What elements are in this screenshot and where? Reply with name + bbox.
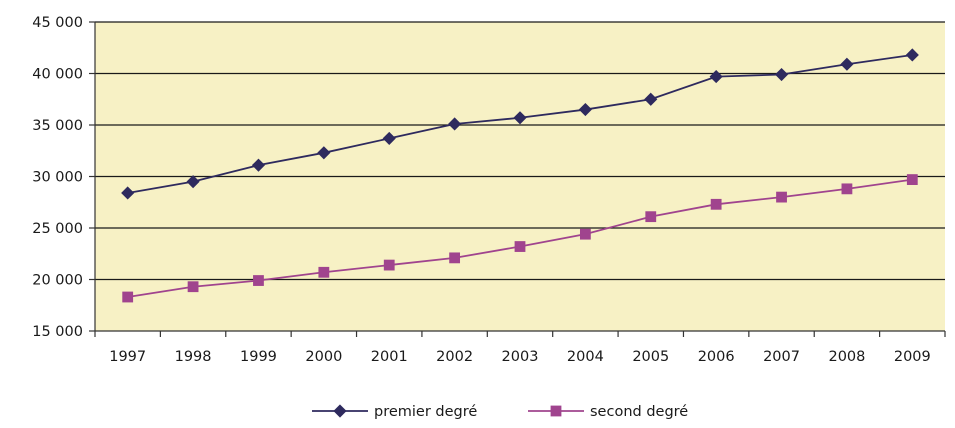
axes: 15 000 20 000 25 000 30 000 35 000 40 000 45 0…	[32, 15, 946, 365]
x-tick-label: 2009	[894, 349, 931, 365]
data-point-marker	[841, 183, 853, 195]
y-tick-label: 15 000	[32, 324, 83, 340]
data-point-marker	[187, 281, 199, 293]
data-point-marker	[513, 111, 527, 125]
legend-label: premier degré	[374, 404, 477, 420]
gridlines	[95, 21, 945, 281]
y-tick-label: 40 000	[32, 67, 83, 83]
x-tick-label: 2000	[305, 349, 342, 365]
data-point-marker	[449, 252, 461, 264]
data-point-marker	[906, 174, 918, 185]
data-point-marker	[382, 131, 396, 145]
x-tick-label: 1998	[175, 349, 212, 365]
x-tick-label: 1997	[109, 349, 146, 365]
y-tick-label: 25 000	[32, 221, 83, 237]
data-point-marker	[644, 92, 658, 106]
data-point-marker	[186, 175, 200, 189]
data-point-marker	[776, 191, 787, 203]
x-tick-label: 2002	[436, 349, 473, 365]
x-tick-label: 2006	[698, 349, 735, 365]
data-point-marker	[579, 228, 591, 240]
data-point-marker	[122, 291, 134, 303]
data-point-marker	[121, 186, 135, 200]
x-tick-label: 2001	[371, 349, 408, 365]
y-tick-label: 45 000	[32, 15, 83, 31]
x-tick-label: 1999	[240, 349, 277, 365]
x-tick-label: 2004	[567, 349, 604, 365]
legend: premier degré second degré	[312, 404, 688, 420]
legend-label: second degré	[590, 404, 688, 420]
y-tick-label: 30 000	[32, 170, 83, 186]
legend-item: premier degré	[312, 404, 477, 420]
x-tick-label: 2007	[763, 349, 800, 365]
data-point-marker	[645, 211, 657, 223]
data-point-marker	[710, 198, 722, 210]
data-point-marker	[318, 266, 330, 278]
series-1	[121, 48, 919, 200]
y-tick-label: 20 000	[32, 273, 83, 289]
series-2	[122, 174, 918, 303]
legend-marker	[550, 405, 562, 417]
x-tick-label: 2003	[502, 349, 539, 365]
data-point-marker	[905, 48, 919, 62]
y-tick-label: 35 000	[32, 118, 83, 134]
data-point-marker	[840, 57, 854, 71]
legend-marker	[333, 404, 347, 418]
data-point-marker	[514, 241, 526, 252]
data-point-marker	[578, 102, 592, 117]
data-point-marker	[317, 146, 331, 160]
data-point-marker	[448, 117, 462, 131]
legend-item: second degré	[528, 404, 688, 420]
data-point-marker	[709, 70, 723, 84]
x-tick-label: 2005	[632, 349, 669, 365]
data-point-marker	[383, 259, 395, 271]
series-layer	[121, 48, 919, 303]
x-tick-label: 2008	[828, 349, 865, 365]
data-point-marker	[251, 158, 266, 172]
data-point-marker	[253, 275, 264, 286]
data-point-marker	[774, 67, 789, 82]
